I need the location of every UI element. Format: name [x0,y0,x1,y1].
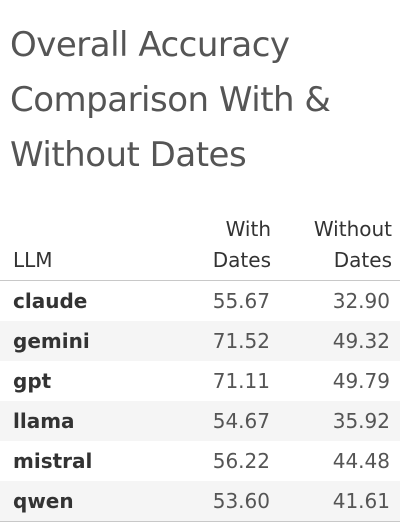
table-row: gpt 71.11 49.79 [0,361,400,401]
without-dates-value: 32.90 [332,289,390,313]
column-header-without-dates-line1: Without [313,217,392,241]
with-dates-value: 56.22 [212,449,270,473]
column-header-with-dates-line2: Dates [212,248,271,272]
column-header-with-dates-line1: With [225,217,271,241]
llm-name: mistral [13,449,93,473]
without-dates-value: 49.32 [332,329,390,353]
table-row: claude 55.67 32.90 [0,281,400,321]
with-dates-value: 71.11 [212,369,270,393]
column-header-without-dates-line2: Dates [333,248,392,272]
column-header-llm[interactable]: LLM [13,248,53,272]
llm-name: gpt [13,369,52,393]
llm-name: gemini [13,329,90,353]
without-dates-value: 35.92 [332,409,390,433]
without-dates-value: 49.79 [332,369,390,393]
table-row: gemini 71.52 49.32 [0,321,400,361]
with-dates-value: 71.52 [212,329,270,353]
chart-title: Overall Accuracy Comparison With & Witho… [10,25,331,175]
llm-name: llama [13,409,75,433]
column-header-with-dates[interactable]: With Dates [213,214,271,276]
accuracy-table: LLM With Dates Without Dates claude 55.6… [0,210,400,522]
llm-name: claude [13,289,88,313]
with-dates-value: 53.60 [212,489,270,513]
table-row: mistral 56.22 44.48 [0,441,400,481]
table-row: llama 54.67 35.92 [0,401,400,441]
without-dates-value: 41.61 [332,489,390,513]
column-header-without-dates[interactable]: Without Dates [314,214,392,276]
llm-name: qwen [13,489,74,513]
with-dates-value: 55.67 [212,289,270,313]
without-dates-value: 44.48 [332,449,390,473]
table-row: qwen 53.60 41.61 [0,481,400,522]
table-header: LLM With Dates Without Dates [0,210,400,281]
with-dates-value: 54.67 [212,409,270,433]
